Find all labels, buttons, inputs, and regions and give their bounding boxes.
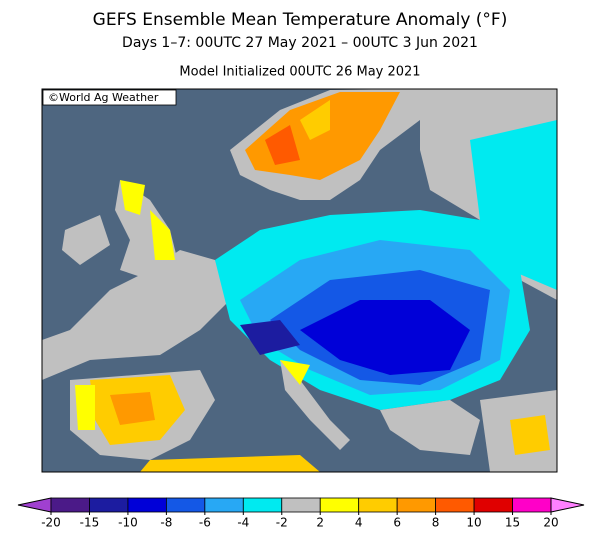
tick-label: 4 [355, 516, 363, 530]
colorbar-high [550, 497, 585, 513]
colorbar: -20 -15 -10 -8 -6 -4 -2 2 4 6 8 10 15 20 [17, 497, 585, 530]
colorbar-segment [396, 497, 437, 513]
map: ©World Ag Weather [41, 88, 558, 473]
tick-label: 20 [543, 516, 558, 530]
colorbar-low [17, 497, 52, 513]
tick-label: 2 [316, 516, 324, 530]
colorbar-segment [358, 497, 398, 513]
colorbar-segment [435, 497, 475, 513]
tick-label: 15 [505, 516, 520, 530]
title: GEFS Ensemble Mean Temperature Anomaly (… [93, 10, 508, 30]
tick-label: -2 [276, 516, 288, 530]
colorbar-segment [242, 497, 283, 513]
tick-label: -6 [199, 516, 211, 530]
tick-label: -8 [160, 516, 172, 530]
colorbar-segment [319, 497, 360, 513]
colorbar-segment [50, 497, 90, 513]
colorbar-segment [165, 497, 206, 513]
tick-label: -4 [237, 516, 249, 530]
colorbar-segment [127, 497, 167, 513]
credit: ©World Ag Weather [48, 91, 159, 104]
tick-label: 10 [466, 516, 481, 530]
subtitle: Days 1–7: 00UTC 27 May 2021 – 00UTC 3 Ju… [122, 35, 478, 51]
init-time: Model Initialized 00UTC 26 May 2021 [179, 65, 420, 80]
tick-label: -15 [80, 516, 100, 530]
tick-label: -20 [41, 516, 61, 530]
tick-label: -10 [118, 516, 138, 530]
tick-label: 8 [432, 516, 440, 530]
colorbar-segment [204, 497, 244, 513]
colorbar-segment [512, 497, 552, 513]
tick-label: 6 [393, 516, 401, 530]
colorbar-segment [281, 497, 321, 513]
colorbar-segment [89, 497, 129, 513]
colorbar-segment [473, 497, 513, 513]
